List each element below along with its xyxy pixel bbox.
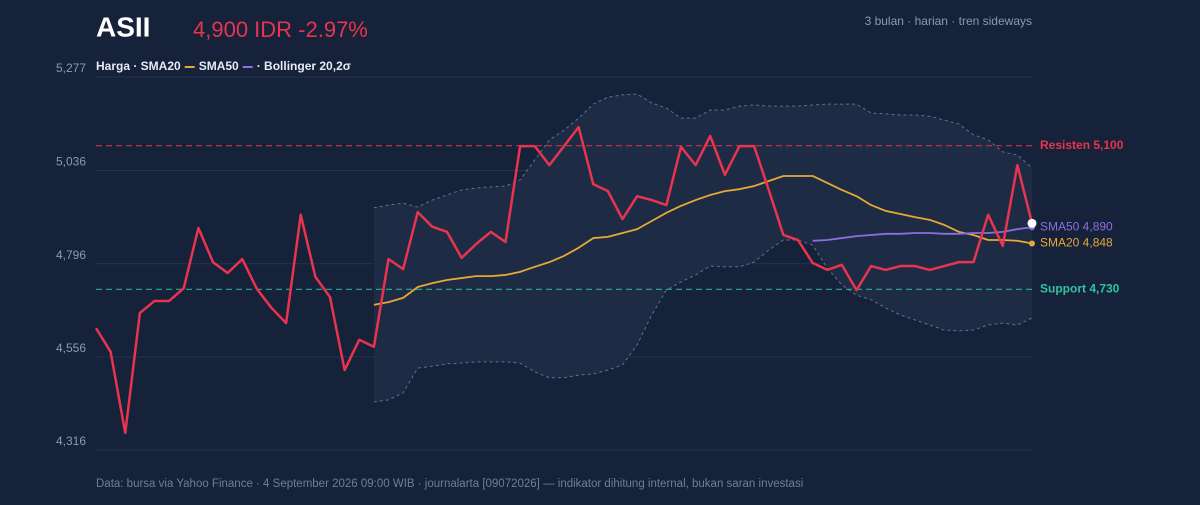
end-label: SMA20 4,848 (1040, 236, 1113, 250)
legend-label: Harga · SMA20 (96, 59, 181, 73)
band-fill (373, 94, 1032, 402)
end-point (1027, 218, 1037, 228)
y-tick-label: 5,277 (56, 61, 86, 75)
legend-label: SMA50 (199, 59, 239, 73)
subtitle: 3 bulan · harian · tren sideways (865, 14, 1032, 28)
series-line (373, 175, 1033, 306)
band-upper (373, 93, 1033, 209)
y-tick-label: 5,036 (56, 155, 86, 169)
headline: 4,900 IDR -2.97% (193, 17, 368, 42)
footer: Data: bursa via Yahoo Finance · 4 Septem… (96, 478, 803, 490)
chart-title: ASII (96, 11, 150, 42)
end-point (1029, 240, 1035, 247)
y-tick-label: 4,316 (56, 434, 86, 448)
legend: Harga · SMA20 SMA50 · Bollinger 20,2σ (96, 59, 351, 73)
legend-label: · Bollinger 20,2σ (257, 59, 351, 73)
band-lower (373, 239, 1033, 403)
level-label: Resisten 5,100 (1040, 138, 1124, 152)
y-tick-label: 4,796 (56, 248, 86, 262)
end-label: SMA50 4,890 (1040, 219, 1113, 233)
y-tick-label: 4,556 (56, 341, 86, 355)
series-line (94, 125, 1034, 435)
level-label: Support 4,730 (1040, 281, 1120, 295)
